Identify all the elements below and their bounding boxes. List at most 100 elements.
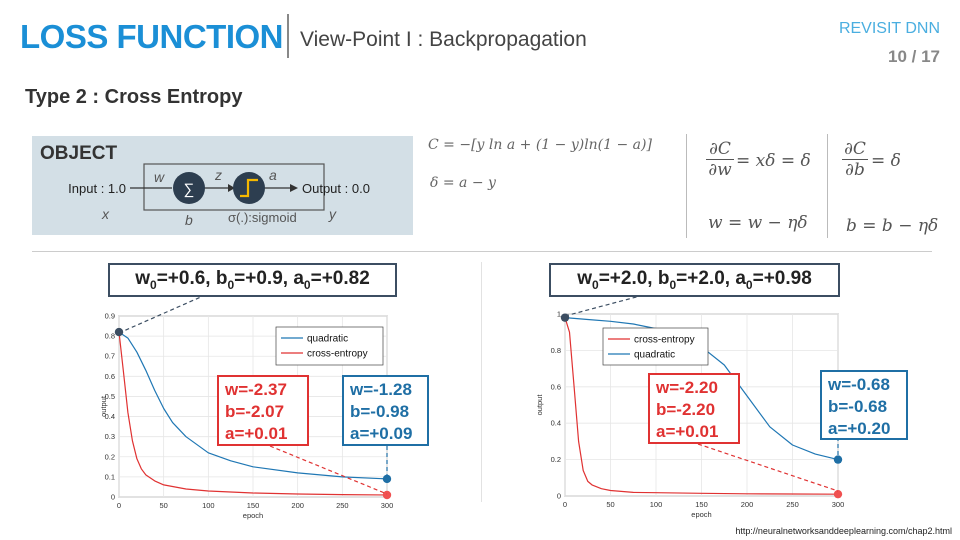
neuron-diagram: ∑ Input : 1.0 Output : 0.0 w z a x b σ(.… xyxy=(68,163,370,228)
y-tick-label: 0 xyxy=(111,493,115,502)
source-link[interactable]: http://neuralnetworksanddeeplearning.com… xyxy=(735,526,952,536)
a0-value: =+0.82 xyxy=(310,268,370,289)
series-line-cross-entropy xyxy=(564,317,839,495)
result-a: a=+0.01 xyxy=(656,422,719,441)
result-w: w=-2.20 xyxy=(656,378,718,397)
y-tick-label: 0 xyxy=(557,492,561,501)
w0-subscript: 0 xyxy=(150,277,157,292)
dcdw-numerator: ∂C xyxy=(709,139,731,159)
a-label: a xyxy=(269,167,277,183)
x-axis-label: epoch xyxy=(243,511,263,520)
x-tick-label: 250 xyxy=(336,501,349,510)
x-label: x xyxy=(101,206,110,222)
right-quadratic-result-box: w=-0.68 b=-0.68 a=+0.20 xyxy=(820,370,908,440)
page-subtitle: View-Point I : Backpropagation xyxy=(300,28,587,51)
z-label: z xyxy=(214,167,222,183)
legend-label-cross-entropy: cross-entropy xyxy=(634,335,695,346)
y-tick-label: 0.4 xyxy=(105,412,115,421)
y-tick-label: 0.7 xyxy=(105,352,115,361)
end-point-cross-entropy xyxy=(382,490,392,500)
x-tick-label: 300 xyxy=(381,501,394,510)
sigmoid-label: σ(.):sigmoid xyxy=(228,210,297,225)
section-label: REVISIT DNN xyxy=(838,20,940,37)
x-tick-label: 100 xyxy=(202,501,215,510)
y-tick-label: 0.3 xyxy=(105,432,115,441)
result-a: a=+0.09 xyxy=(350,424,413,443)
w0-symbol: w xyxy=(135,268,150,289)
delta-equation: δ = a − y xyxy=(430,175,496,191)
object-label: OBJECT xyxy=(40,143,118,164)
section-heading: Type 2 : Cross Entropy xyxy=(25,86,243,108)
dcdw-denominator: ∂w xyxy=(706,159,734,180)
left-quadratic-result-box: w=-1.28 b=-0.98 a=+0.09 xyxy=(342,375,429,446)
equation-divider-2 xyxy=(827,134,828,238)
output-arrowhead xyxy=(290,184,298,192)
dcdb-rhs: = δ xyxy=(871,151,901,171)
result-w: w=-1.28 xyxy=(350,380,412,399)
start-point xyxy=(560,313,570,322)
end-point-quadratic xyxy=(833,455,843,464)
a0-subscript: 0 xyxy=(745,277,753,292)
legend-box xyxy=(275,326,384,366)
x-tick-label: 200 xyxy=(291,501,304,510)
z-arrowhead xyxy=(228,184,235,192)
legend-label-quadratic: quadratic xyxy=(307,334,348,345)
bias-label: b xyxy=(185,212,193,228)
legend-label-cross-entropy: cross-entropy xyxy=(307,349,368,360)
y-label: y xyxy=(328,206,337,222)
w0-value: =+0.6, xyxy=(156,268,216,289)
plots-divider xyxy=(481,262,482,502)
result-w: w=-2.37 xyxy=(225,380,287,399)
section-divider xyxy=(32,251,932,252)
result-b: b=-2.20 xyxy=(656,400,716,419)
legend-label-quadratic: quadratic xyxy=(634,350,675,361)
left-cross-entropy-result-box: w=-2.37 b=-2.07 a=+0.01 xyxy=(217,375,309,446)
weight-label: w xyxy=(154,169,165,185)
end-point-quadratic xyxy=(382,474,392,484)
x-tick-label: 300 xyxy=(832,500,845,509)
dcdb-fraction: ∂C ∂b xyxy=(842,139,868,180)
b-update-rule: b = b − ηδ xyxy=(846,216,939,236)
left-initial-params-callout: w0=+0.6, b0=+0.9, a0=+0.82 xyxy=(108,263,397,297)
page-title: LOSS FUNCTION xyxy=(20,18,284,55)
sum-symbol: ∑ xyxy=(184,181,195,198)
sum-node xyxy=(173,172,205,204)
x-tick-label: 200 xyxy=(741,500,754,509)
w0-symbol: w xyxy=(577,268,592,289)
output-label: Output : 0.0 xyxy=(302,181,370,196)
step-icon xyxy=(240,178,258,198)
b0-symbol: b xyxy=(215,268,228,289)
right-initial-params-callout: w0=+2.0, b0=+2.0, a0=+0.98 xyxy=(549,263,840,297)
y-tick-label: 0.8 xyxy=(105,332,115,341)
x-tick-label: 100 xyxy=(650,500,663,509)
a0-symbol: a xyxy=(293,268,304,289)
page-number: 10 / 17 xyxy=(888,47,940,66)
a0-value: =+0.98 xyxy=(752,268,812,289)
w-update-rule: w = w − ηδ xyxy=(708,213,808,233)
x-axis-label: epoch xyxy=(691,510,711,519)
x-tick-label: 250 xyxy=(786,500,799,509)
b0-symbol: b xyxy=(657,268,670,289)
dcdw-fraction: ∂C ∂w xyxy=(706,139,734,180)
x-tick-label: 150 xyxy=(247,501,260,510)
b0-value: =+2.0, xyxy=(676,268,736,289)
dcdw-rhs: = xδ = δ xyxy=(736,151,811,171)
cost-equation: C = −[y ln a + (1 − y)ln(1 − a)] xyxy=(428,137,652,153)
b0-subscript: 0 xyxy=(669,277,677,292)
w0-value: =+2.0, xyxy=(598,268,658,289)
w0-subscript: 0 xyxy=(592,277,599,292)
y-axis-label: output xyxy=(535,394,544,416)
right-cross-entropy-result-box: w=-2.20 b=-2.20 a=+0.01 xyxy=(648,373,740,444)
result-b: b=-2.07 xyxy=(225,402,285,421)
y-tick-label: 0.2 xyxy=(105,452,115,461)
x-tick-label: 0 xyxy=(563,500,567,509)
y-tick-label: 1 xyxy=(557,310,561,319)
dcdb-numerator: ∂C xyxy=(844,139,866,159)
input-label: Input : 1.0 xyxy=(68,181,126,196)
start-point xyxy=(114,327,124,337)
legend-box xyxy=(602,327,709,366)
title-divider xyxy=(287,14,289,58)
y-tick-label: 0.6 xyxy=(551,382,561,391)
y-axis-label: output xyxy=(100,395,108,417)
y-tick-label: 0.4 xyxy=(551,419,561,428)
